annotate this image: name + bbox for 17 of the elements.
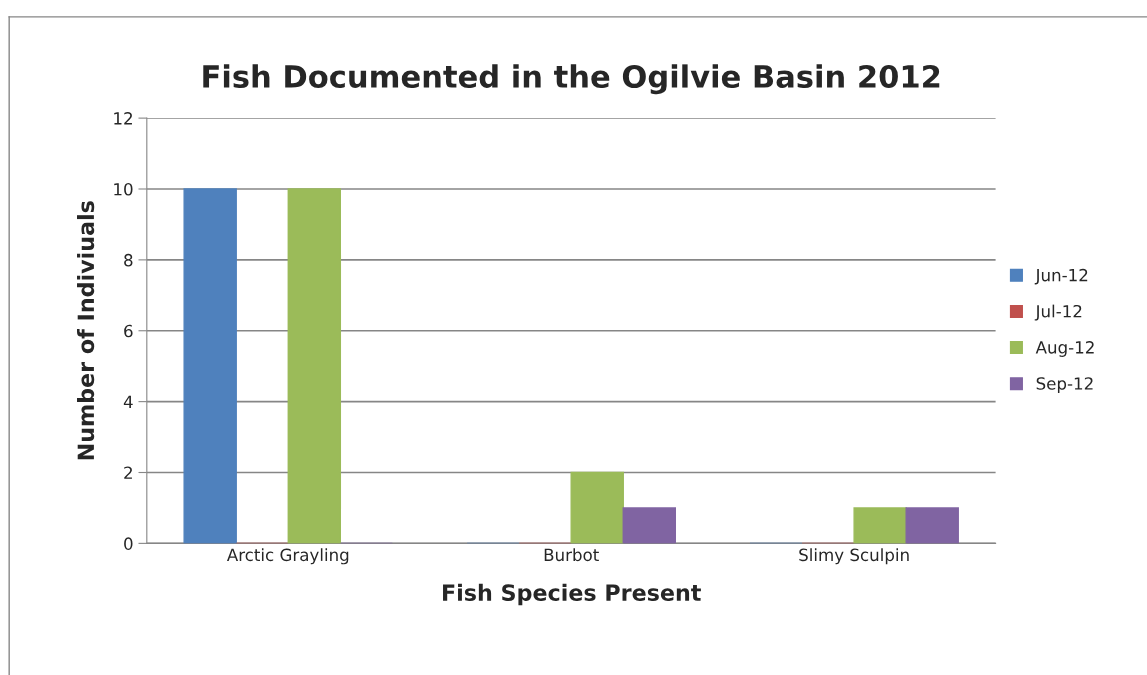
x-tick-label: Arctic Grayling (226, 548, 349, 565)
legend-label: Aug-12 (1035, 341, 1094, 357)
y-tick-label: 12 (114, 112, 132, 125)
legend-label: Jun-12 (1034, 268, 1088, 285)
y-tick-label: 10 (114, 182, 133, 196)
chart-title: Fish Documented in the Ogilvie Basin 2012 (203, 64, 940, 95)
y-tick-label: 6 (124, 324, 133, 338)
y-tick-label: 4 (123, 395, 133, 408)
y-axis-title: Number of Indiviuals (77, 201, 95, 460)
y-tick-label: 8 (124, 253, 133, 267)
x-tick-label: Slimy Sculpin (799, 548, 909, 565)
y-tick-label: 0 (124, 537, 133, 550)
legend-label: Sep-12 (1036, 377, 1093, 394)
x-tick-label: Burbot (544, 548, 599, 562)
x-axis-title: Fish Species Present (443, 583, 701, 606)
y-tick-label: 2 (124, 466, 132, 479)
legend-label: Jul-12 (1034, 304, 1082, 321)
